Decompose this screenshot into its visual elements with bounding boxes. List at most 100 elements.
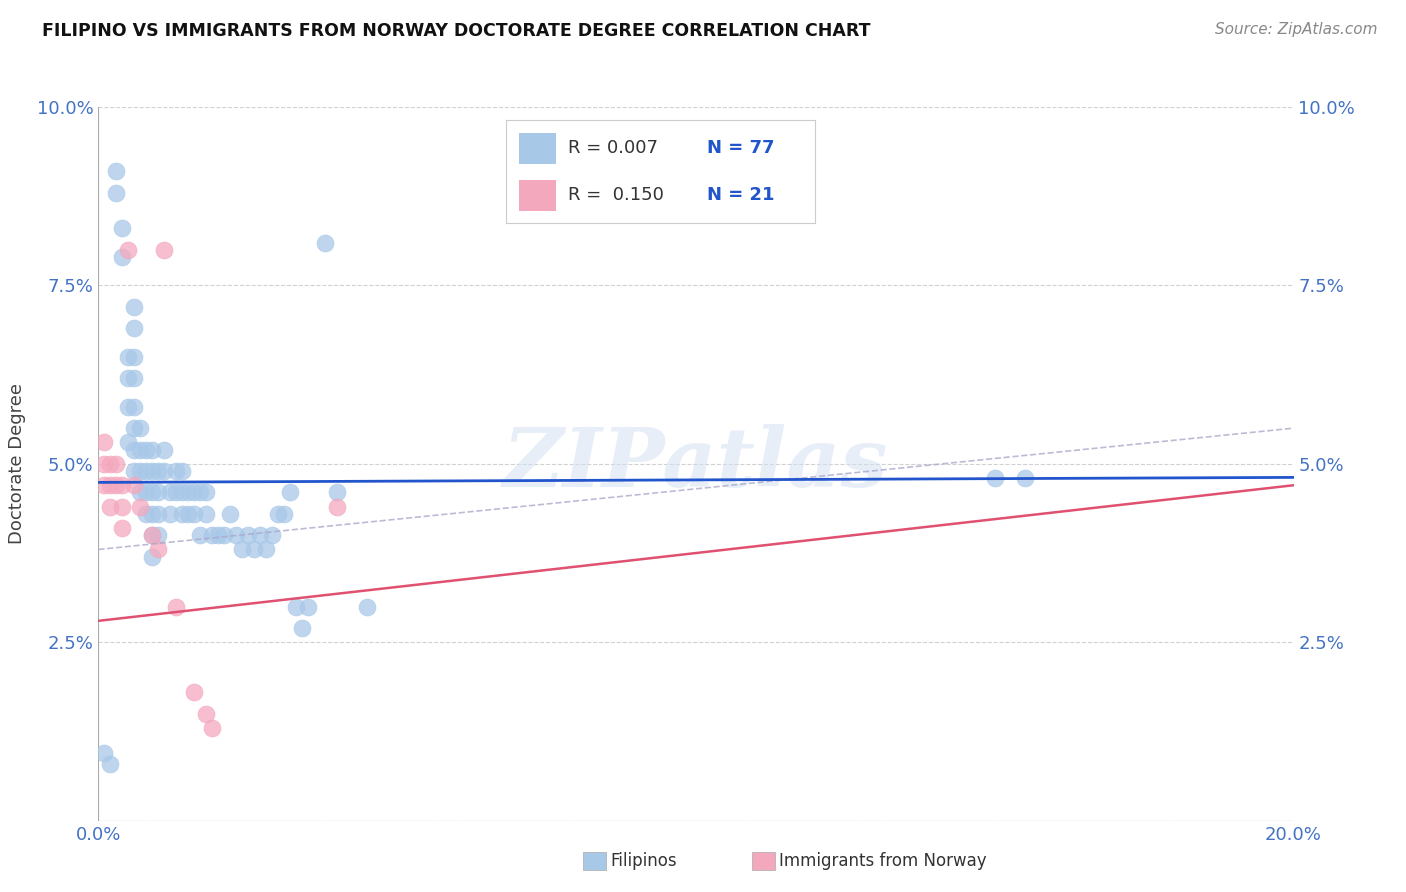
Point	[117, 400, 139, 414]
Point	[111, 521, 134, 535]
Point	[117, 243, 139, 257]
Point	[141, 485, 163, 500]
Point	[201, 721, 224, 735]
Point	[219, 507, 242, 521]
Point	[111, 250, 134, 264]
Bar	[519, 180, 555, 211]
Point	[129, 485, 152, 500]
Point	[129, 464, 152, 478]
Point	[207, 528, 229, 542]
Point	[291, 621, 314, 635]
Point	[153, 464, 176, 478]
Point	[159, 485, 181, 500]
Point	[117, 350, 139, 364]
Point	[267, 507, 290, 521]
Point	[231, 542, 253, 557]
Point	[124, 400, 146, 414]
Point	[105, 478, 128, 492]
Point	[236, 528, 259, 542]
Point	[148, 464, 170, 478]
Point	[135, 485, 157, 500]
Point	[183, 485, 205, 500]
Point	[135, 507, 157, 521]
Point	[105, 164, 128, 178]
Point	[195, 706, 218, 721]
Point	[100, 478, 122, 492]
Point	[105, 457, 128, 471]
Point	[177, 507, 200, 521]
Point	[111, 478, 134, 492]
Point	[148, 528, 170, 542]
Point	[117, 371, 139, 385]
Point	[195, 485, 218, 500]
Point	[183, 507, 205, 521]
Point	[124, 421, 146, 435]
Point	[165, 464, 187, 478]
Point	[249, 528, 271, 542]
Point	[141, 549, 163, 564]
Point	[172, 485, 194, 500]
Point	[129, 421, 152, 435]
Point	[297, 599, 319, 614]
Point	[111, 500, 134, 514]
Point	[100, 500, 122, 514]
Text: N = 77: N = 77	[707, 139, 775, 157]
Point	[141, 464, 163, 478]
Point	[315, 235, 337, 250]
Point	[105, 186, 128, 200]
Point	[129, 442, 152, 457]
Point	[984, 471, 1007, 485]
Point	[273, 507, 295, 521]
Point	[243, 542, 266, 557]
Text: R =  0.150: R = 0.150	[568, 186, 664, 204]
Point	[188, 485, 211, 500]
Point	[153, 243, 176, 257]
Point	[165, 599, 187, 614]
Point	[326, 485, 349, 500]
Point	[93, 746, 115, 760]
Point	[148, 542, 170, 557]
Point	[100, 457, 122, 471]
Point	[93, 478, 115, 492]
Point	[1014, 471, 1036, 485]
Point	[225, 528, 247, 542]
Bar	[519, 133, 555, 163]
Point	[685, 200, 707, 214]
Point	[254, 542, 277, 557]
Text: N = 21: N = 21	[707, 186, 775, 204]
Point	[124, 464, 146, 478]
Point	[135, 442, 157, 457]
Point	[93, 457, 115, 471]
Point	[284, 599, 307, 614]
Point	[195, 507, 218, 521]
Point	[124, 300, 146, 314]
Point	[141, 442, 163, 457]
Point	[326, 500, 349, 514]
Text: Source: ZipAtlas.com: Source: ZipAtlas.com	[1215, 22, 1378, 37]
Point	[124, 442, 146, 457]
Y-axis label: Doctorate Degree: Doctorate Degree	[7, 384, 25, 544]
Point	[111, 221, 134, 235]
Point	[124, 350, 146, 364]
Point	[172, 507, 194, 521]
Point	[124, 321, 146, 335]
Point	[183, 685, 205, 699]
Point	[278, 485, 301, 500]
Text: R = 0.007: R = 0.007	[568, 139, 658, 157]
Point	[124, 478, 146, 492]
Text: ZIPatlas: ZIPatlas	[503, 424, 889, 504]
Point	[93, 435, 115, 450]
Point	[124, 371, 146, 385]
Point	[135, 464, 157, 478]
Point	[141, 528, 163, 542]
Point	[148, 485, 170, 500]
Point	[117, 435, 139, 450]
Text: Filipinos: Filipinos	[610, 852, 676, 870]
Point	[172, 464, 194, 478]
Point	[356, 599, 378, 614]
Point	[188, 528, 211, 542]
Point	[212, 528, 235, 542]
Point	[141, 507, 163, 521]
Point	[201, 528, 224, 542]
Point	[159, 507, 181, 521]
